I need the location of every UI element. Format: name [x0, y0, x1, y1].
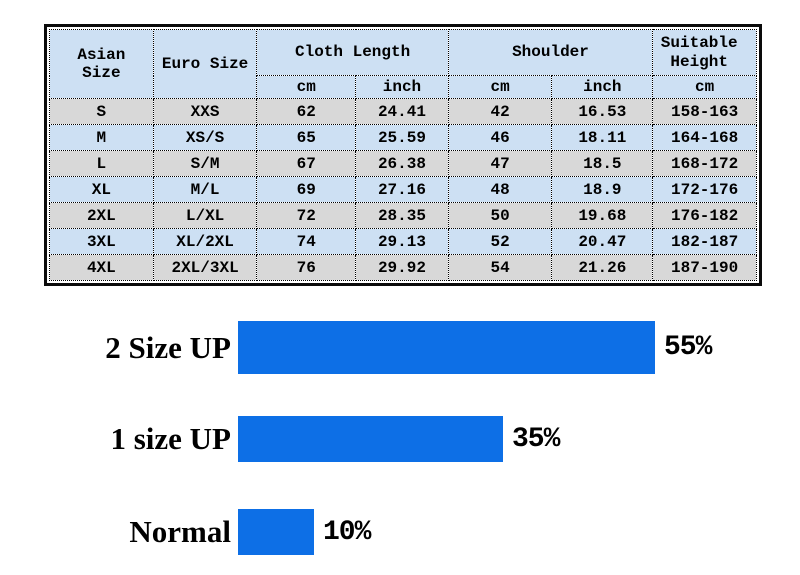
- cell-height: 158-163: [652, 98, 757, 126]
- cell-shoulder-cm: 46: [447, 124, 553, 152]
- cell-length-cm: 67: [256, 150, 357, 178]
- header-cell-shoulder: Shoulder: [447, 29, 654, 76]
- cell-height: 164-168: [652, 124, 757, 152]
- cell-length-inch: 28.35: [355, 202, 449, 230]
- table-row-2xl: 2XL L/XL 72 28.35 50 19.68 176-182: [49, 202, 757, 230]
- bar-1-size-up: [238, 416, 503, 462]
- size-chart-table-frame: Asian Size Euro Size Cloth Length Should…: [44, 24, 762, 287]
- bar-row-1-size-up: 1 size UP 35%: [0, 416, 560, 462]
- cell-shoulder-cm: 52: [447, 228, 553, 256]
- cell-length-cm: 72: [256, 202, 357, 230]
- bar-2-size-up: [238, 321, 655, 374]
- size-chart-table: Asian Size Euro Size Cloth Length Should…: [49, 28, 757, 282]
- header-cell-suitable-height: Suitable Height: [652, 29, 757, 76]
- cell-asian-size: XL: [49, 176, 154, 204]
- cell-shoulder-cm: 48: [447, 176, 553, 204]
- bar-row-normal: Normal 10%: [0, 509, 371, 555]
- cell-length-inch: 25.59: [355, 124, 449, 152]
- bar-normal: [238, 509, 314, 555]
- table-row-xl: XL M/L 69 27.16 48 18.9 172-176: [49, 176, 757, 204]
- cell-asian-size: S: [49, 98, 154, 126]
- cell-shoulder-inch: 18.9: [551, 176, 654, 204]
- cell-euro-size: 2XL/3XL: [152, 254, 258, 282]
- cell-height: 182-187: [652, 228, 757, 256]
- cell-shoulder-inch: 16.53: [551, 98, 654, 126]
- bar-label: 1 size UP: [110, 421, 231, 456]
- cell-euro-size: XXS: [152, 98, 258, 126]
- bar-label: 2 Size UP: [105, 329, 231, 365]
- cell-shoulder-inch: 18.11: [551, 124, 654, 152]
- cell-length-inch: 26.38: [355, 150, 449, 178]
- header-cell-cloth-length: Cloth Length: [256, 29, 449, 76]
- table-row-l: L S/M 67 26.38 47 18.5 168-172: [49, 150, 757, 178]
- cell-shoulder-cm: 50: [447, 202, 553, 230]
- cell-length-cm: 74: [256, 228, 357, 256]
- cell-shoulder-cm: 42: [447, 98, 553, 126]
- cell-shoulder-inch: 18.5: [551, 150, 654, 178]
- unit-cell-cloth-cm: cm: [256, 74, 357, 100]
- table-row-4xl: 4XL 2XL/3XL 76 29.92 54 21.26 187-190: [49, 254, 757, 282]
- cell-height: 172-176: [652, 176, 757, 204]
- header-cell-euro-size: Euro Size: [152, 28, 258, 100]
- unit-cell-height-cm: cm: [652, 74, 757, 100]
- cell-shoulder-cm: 54: [447, 254, 553, 282]
- header-label-asian-size: Asian Size: [77, 45, 126, 83]
- cell-euro-size: XL/2XL: [152, 228, 258, 256]
- cell-length-inch: 24.41: [355, 98, 449, 126]
- cell-euro-size: S/M: [152, 150, 258, 178]
- bar-value: 55%: [664, 332, 712, 363]
- cell-length-cm: 76: [256, 254, 357, 282]
- cell-height: 176-182: [652, 202, 757, 230]
- cell-euro-size: L/XL: [152, 202, 258, 230]
- unit-cell-cloth-inch: inch: [355, 74, 449, 100]
- bar-value: 35%: [512, 423, 560, 455]
- cell-length-cm: 69: [256, 176, 357, 204]
- bar-label: Normal: [129, 514, 231, 549]
- cell-length-cm: 65: [256, 124, 357, 152]
- cell-asian-size: M: [49, 124, 154, 152]
- cell-asian-size: 3XL: [49, 228, 154, 256]
- unit-cell-shoulder-inch: inch: [551, 74, 654, 100]
- cell-shoulder-inch: 19.68: [551, 202, 654, 230]
- cell-length-cm: 62: [256, 98, 357, 126]
- header-cell-asian-size: Asian Size: [49, 28, 154, 100]
- cell-asian-size: 4XL: [49, 254, 154, 282]
- cell-length-inch: 27.16: [355, 176, 449, 204]
- cell-shoulder-inch: 20.47: [551, 228, 654, 256]
- cell-height: 168-172: [652, 150, 757, 178]
- cell-shoulder-cm: 47: [447, 150, 553, 178]
- table-row-3xl: 3XL XL/2XL 74 29.13 52 20.47 182-187: [49, 228, 757, 256]
- cell-height: 187-190: [652, 254, 757, 282]
- unit-cell-shoulder-cm: cm: [447, 74, 553, 100]
- cell-euro-size: XS/S: [152, 124, 258, 152]
- header-row-main: Asian Size Euro Size Cloth Length Should…: [49, 28, 757, 100]
- cell-length-inch: 29.92: [355, 254, 449, 282]
- cell-asian-size: L: [49, 150, 154, 178]
- cell-euro-size: M/L: [152, 176, 258, 204]
- cell-length-inch: 29.13: [355, 228, 449, 256]
- bar-row-2-size-up: 2 Size UP 55%: [0, 321, 712, 374]
- header-row-units: cm inch cm inch cm: [50, 74, 757, 100]
- cell-asian-size: 2XL: [49, 202, 154, 230]
- cell-shoulder-inch: 21.26: [551, 254, 654, 282]
- table-row-m: M XS/S 65 25.59 46 18.11 164-168: [49, 124, 757, 152]
- header-label-suitable-height: Suitable Height: [660, 34, 738, 71]
- table-row-s: S XXS 62 24.41 42 16.53 158-163: [49, 98, 757, 126]
- bar-value: 10%: [323, 516, 371, 548]
